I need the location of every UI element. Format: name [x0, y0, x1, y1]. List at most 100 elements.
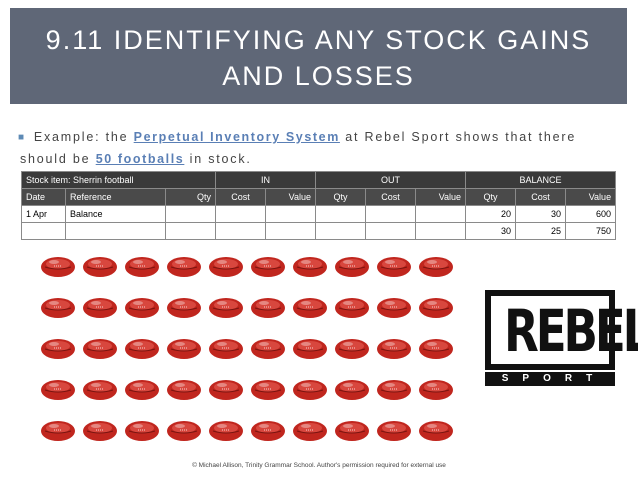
- col-date: Date: [21, 188, 66, 206]
- football-icon: [335, 421, 369, 441]
- col-reference: Reference: [65, 188, 166, 206]
- bullet-text: ■ Example: the Perpetual Inventory System…: [18, 127, 618, 169]
- football-icon: [209, 339, 243, 359]
- football-icon: [167, 339, 201, 359]
- logo-word: REBEL: [503, 297, 638, 365]
- football-icon: [41, 380, 75, 400]
- logo-frame: REBEL: [485, 290, 638, 370]
- row-date: 1 Apr: [21, 205, 66, 223]
- bullet-part-2: at Rebel Sport shows that there: [339, 130, 577, 144]
- ledger-header-row-2: Date Reference Qty Cost Value Qty Cost V…: [21, 188, 617, 206]
- row-bal-qty: 30: [465, 222, 517, 240]
- football-icon: [335, 380, 369, 400]
- football-icon: [293, 339, 327, 359]
- title-line-1: 9.11 IDENTIFYING ANY STOCK GAINS: [45, 25, 592, 55]
- row-bal-cost: 25: [515, 222, 567, 240]
- football-icon: [83, 380, 117, 400]
- football-icon: [167, 380, 201, 400]
- col-out-qty: Qty: [315, 188, 367, 206]
- row-cell: [315, 222, 367, 240]
- football-icon: [41, 421, 75, 441]
- football-icon: [335, 339, 369, 359]
- football-icon: [83, 421, 117, 441]
- ledger-header-row-1: Stock item: Sherrin football IN OUT BALA…: [20, 171, 617, 189]
- table-row: 1 Apr Balance 20 30 600: [21, 205, 617, 223]
- football-icon: [41, 257, 75, 277]
- football-icon: [251, 257, 285, 277]
- row-cell: [365, 222, 417, 240]
- row-cell: [315, 205, 367, 223]
- football-icon: [209, 380, 243, 400]
- row-cell: [415, 222, 467, 240]
- logo-sub: SPORT: [485, 372, 615, 386]
- football-icon: [293, 257, 327, 277]
- football-icon: [41, 339, 75, 359]
- group-in: IN: [215, 171, 317, 189]
- footer-copyright: © Michael Allison, Trinity Grammar Schoo…: [192, 462, 446, 469]
- row-cell: [215, 222, 267, 240]
- football-icon: [209, 421, 243, 441]
- col-out-cost: Cost: [365, 188, 417, 206]
- football-icon: [293, 421, 327, 441]
- football-icon: [125, 339, 159, 359]
- row-date: [21, 222, 66, 240]
- football-icon: [293, 380, 327, 400]
- group-balance: BALANCE: [465, 171, 617, 189]
- football-icon: [125, 298, 159, 318]
- football-icon: [83, 257, 117, 277]
- col-in-value: Value: [265, 188, 317, 206]
- row-cell: [365, 205, 417, 223]
- football-icon: [419, 298, 453, 318]
- bullet-square-icon: ■: [18, 132, 26, 143]
- football-icon: [83, 298, 117, 318]
- football-icon: [167, 298, 201, 318]
- row-cell: [164, 222, 217, 240]
- row-bal-cost: 30: [515, 205, 567, 223]
- football-icon: [377, 339, 411, 359]
- logo-inner: REBEL: [491, 296, 638, 365]
- perpetual-inventory-link[interactable]: Perpetual Inventory System: [133, 130, 340, 144]
- football-icon: [167, 257, 201, 277]
- football-icon: [419, 380, 453, 400]
- bullet-part-4: in stock.: [184, 152, 252, 166]
- slide-title: 9.11 IDENTIFYING ANY STOCK GAINS AND LOS…: [10, 22, 627, 94]
- football-icon: [125, 380, 159, 400]
- col-in-qty: Qty: [164, 188, 217, 206]
- col-bal-value: Value: [565, 188, 617, 206]
- football-icon: [251, 298, 285, 318]
- football-icon: [419, 421, 453, 441]
- title-line-2: AND LOSSES: [222, 61, 415, 91]
- row-reference: [65, 222, 166, 240]
- row-cell: [265, 205, 317, 223]
- football-icon: [335, 298, 369, 318]
- football-icon: [293, 298, 327, 318]
- group-out: OUT: [315, 171, 467, 189]
- football-icon: [209, 298, 243, 318]
- football-icon: [377, 257, 411, 277]
- row-bal-value: 600: [565, 205, 617, 223]
- football-icon: [377, 421, 411, 441]
- row-cell: [415, 205, 467, 223]
- football-icon: [335, 257, 369, 277]
- row-cell: [215, 205, 267, 223]
- football-icon: [377, 298, 411, 318]
- football-icon: [377, 380, 411, 400]
- football-icon: [251, 421, 285, 441]
- football-icon: [125, 257, 159, 277]
- bullet-part-1: Example: the: [33, 130, 134, 144]
- football-icon: [419, 257, 453, 277]
- football-icon: [251, 380, 285, 400]
- row-reference: Balance: [65, 205, 166, 223]
- football-icon: [167, 421, 201, 441]
- title-band: [10, 8, 627, 104]
- col-bal-cost: Cost: [515, 188, 567, 206]
- bullet-part-3: should be: [20, 152, 96, 166]
- football-icon: [83, 339, 117, 359]
- row-bal-value: 750: [565, 222, 617, 240]
- rebel-sport-logo: REBEL SPORT: [485, 290, 638, 386]
- row-cell: [265, 222, 317, 240]
- fifty-footballs-link[interactable]: 50 footballs: [95, 152, 185, 166]
- football-icon: [41, 298, 75, 318]
- row-bal-qty: 20: [465, 205, 517, 223]
- football-icon: [209, 257, 243, 277]
